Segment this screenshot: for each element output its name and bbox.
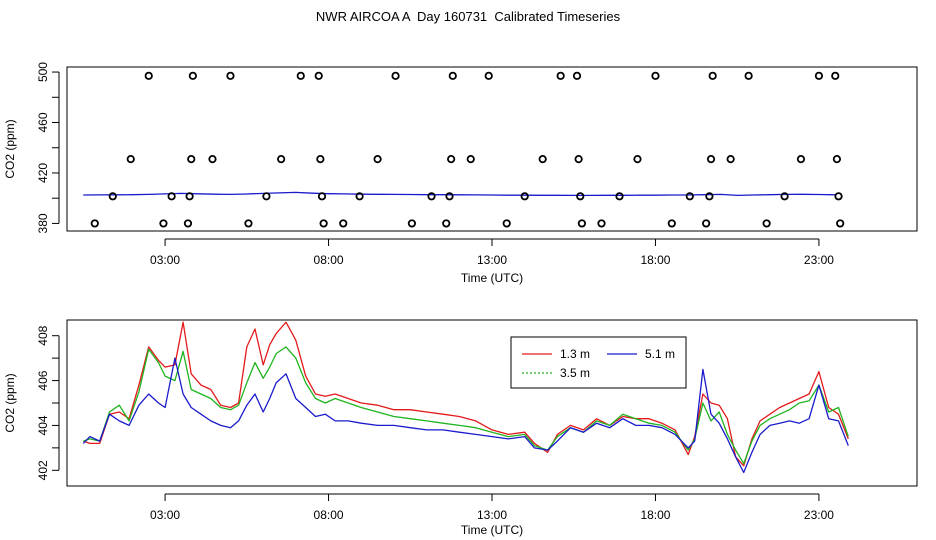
data-point — [708, 71, 717, 80]
data-point — [744, 71, 753, 80]
data-point — [484, 71, 493, 80]
data-point — [726, 154, 735, 164]
data-point — [188, 71, 197, 80]
data-point — [831, 71, 840, 80]
data-point — [355, 192, 364, 201]
data-point — [226, 71, 235, 80]
x-tick-label: 03:00 — [150, 253, 180, 267]
x-axis-label: Time (UTC) — [461, 523, 523, 537]
y-tick-label: 406 — [36, 370, 50, 390]
series-line — [82, 357, 849, 474]
data-point — [407, 219, 417, 228]
data-point — [427, 192, 436, 201]
data-point — [339, 219, 348, 228]
data-point — [183, 219, 193, 228]
data-point — [780, 192, 789, 201]
data-point — [448, 71, 457, 80]
legend-box — [510, 336, 687, 389]
data-point — [159, 219, 168, 228]
data-point — [391, 71, 400, 80]
y-axis-label: CO2 (ppm) — [3, 119, 17, 178]
data-point — [445, 192, 454, 201]
x-tick-label: 23:00 — [804, 508, 834, 522]
x-tick-label: 18:00 — [640, 508, 670, 522]
data-point — [705, 192, 714, 201]
data-point — [447, 154, 456, 164]
plot-frame — [66, 66, 918, 232]
x-tick-label: 03:00 — [150, 508, 180, 522]
data-point — [502, 219, 511, 228]
data-point — [442, 219, 451, 228]
data-point — [316, 154, 325, 164]
data-point — [597, 219, 606, 228]
data-point — [667, 219, 676, 228]
data-point — [314, 71, 323, 80]
x-tick-label: 13:00 — [477, 253, 507, 267]
data-point — [208, 154, 217, 164]
legend-label: 3.5 m — [560, 366, 590, 380]
legend-label: 5.1 m — [645, 347, 675, 361]
y-tick-label: 402 — [36, 460, 50, 480]
plot-frame — [66, 319, 918, 487]
series-line — [83, 321, 849, 467]
data-point — [762, 219, 771, 228]
data-point — [814, 71, 824, 80]
x-tick-label: 08:00 — [314, 508, 344, 522]
x-tick-label: 18:00 — [640, 253, 670, 267]
data-point — [577, 219, 587, 228]
data-point — [144, 71, 153, 80]
legend-label: 1.3 m — [560, 347, 590, 361]
x-tick-label: 23:00 — [804, 253, 834, 267]
bottom-panel: 03:00 08:00 13:00 18:00 23:00 Time (UTC) 402 40… — [3, 319, 918, 537]
data-point — [187, 154, 196, 164]
y-tick-label: 420 — [36, 163, 50, 183]
data-point — [685, 192, 694, 201]
data-point — [836, 219, 845, 228]
data-point — [126, 154, 135, 164]
y-tick-label: 380 — [36, 213, 50, 233]
x-axis-label: Time (UTC) — [461, 271, 523, 285]
data-point — [108, 192, 117, 201]
data-point — [373, 154, 382, 164]
data-point — [296, 71, 305, 80]
top-panel: 03:00 08:00 13:00 18:00 23:00 Time (UTC) 380 42… — [3, 62, 918, 285]
series-line — [83, 191, 836, 197]
data-point — [319, 219, 328, 228]
data-point — [262, 192, 271, 201]
data-point — [576, 192, 585, 201]
data-point — [615, 192, 624, 201]
y-axis-label: CO2 (ppm) — [3, 373, 17, 432]
data-point — [574, 154, 583, 164]
data-point — [90, 219, 99, 228]
data-point — [185, 192, 194, 201]
data-point — [834, 192, 843, 201]
x-tick-label: 08:00 — [314, 253, 344, 267]
data-point — [832, 154, 842, 164]
legend: 1.3 m 5.1 m 3.5 m — [510, 336, 687, 389]
data-point — [796, 154, 806, 164]
data-point — [572, 71, 582, 80]
data-point — [651, 71, 660, 80]
data-point — [538, 154, 547, 164]
data-point — [633, 154, 642, 164]
data-point — [706, 154, 716, 164]
data-point — [466, 154, 475, 164]
data-point — [277, 154, 286, 164]
x-tick-label: 13:00 — [477, 508, 507, 522]
y-tick-label: 404 — [36, 415, 50, 435]
data-point — [702, 219, 711, 228]
y-tick-label: 500 — [36, 62, 50, 82]
series-line — [83, 346, 849, 465]
chart-title: NWR AIRCOA A Day 160731 Calibrated Times… — [315, 9, 621, 24]
data-point — [244, 219, 253, 228]
data-point — [520, 192, 529, 201]
y-tick-label: 460 — [36, 112, 50, 132]
data-point — [556, 71, 565, 80]
data-point — [167, 192, 176, 201]
y-tick-label: 408 — [36, 325, 50, 345]
data-point — [317, 192, 327, 201]
